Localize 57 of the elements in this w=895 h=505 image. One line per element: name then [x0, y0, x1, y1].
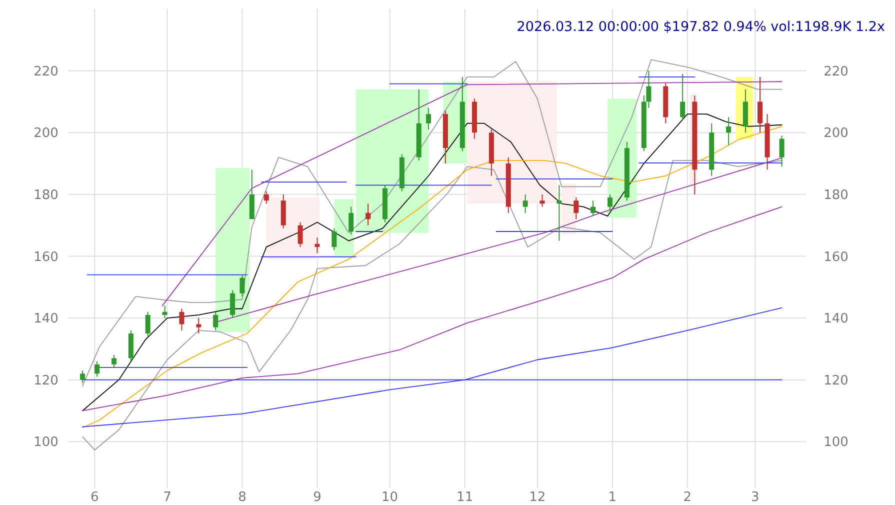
y2-tick-label: 100 — [824, 435, 848, 450]
line-series — [82, 160, 782, 450]
candlestick — [556, 184, 562, 242]
y2-tick-label: 200 — [824, 126, 848, 142]
candlestick — [162, 305, 168, 319]
candlestick — [213, 311, 218, 331]
x-tick-label: 3 — [751, 490, 760, 505]
candlestick — [80, 370, 86, 384]
y-tick-label: 120 — [34, 373, 58, 388]
candlestick — [230, 290, 236, 319]
candlestick — [264, 190, 269, 204]
candlestick — [426, 107, 432, 130]
y2-tick-label: 160 — [824, 250, 848, 265]
x-tick-label: 2 — [683, 490, 692, 505]
text: 2026.03.12 00:00:00 $197.82 0.94% vol:1198.9K 1.2x — [516, 19, 885, 35]
x-tick-label: 12 — [529, 490, 546, 505]
y-tick-label: 140 — [34, 312, 58, 327]
candlestick — [590, 200, 596, 217]
x-tick-label: 1 — [608, 490, 617, 505]
line-series — [82, 307, 782, 428]
x-tick-label: 9 — [313, 490, 322, 505]
y2-tick-label: 120 — [824, 373, 848, 388]
x-tick-label: 6 — [90, 490, 99, 505]
y-tick-label: 220 — [34, 64, 58, 80]
x-tick-label: 11 — [456, 490, 474, 505]
candlestick — [298, 222, 303, 248]
candlestick — [608, 194, 613, 210]
candlestick — [680, 73, 686, 121]
candlestick — [196, 318, 202, 334]
line-series — [82, 206, 782, 412]
y-tick-label: 200 — [34, 126, 58, 142]
line-series — [162, 81, 782, 306]
candlestick — [314, 237, 320, 254]
y2-tick-label: 220 — [824, 64, 848, 80]
candlestick — [332, 228, 337, 251]
candlestick — [111, 354, 116, 368]
y-tick-label: 100 — [34, 435, 58, 450]
y-tick-label: 180 — [34, 188, 58, 203]
candlestick — [94, 360, 100, 378]
candlestick — [779, 135, 784, 168]
candlestick — [348, 206, 354, 236]
y2-tick-label: 180 — [824, 188, 848, 203]
y2-tick-label: 140 — [824, 312, 848, 327]
candlestick — [522, 194, 528, 214]
line-series — [82, 59, 782, 386]
candlestick — [179, 308, 184, 331]
candlestick — [240, 274, 245, 297]
y-tick-label: 160 — [34, 250, 58, 265]
x-tick-label: 7 — [163, 490, 172, 505]
x-tick-label: 10 — [382, 490, 398, 505]
candlestick — [366, 203, 371, 226]
candlestick — [540, 194, 545, 208]
candlestick — [574, 197, 579, 220]
candlestick — [726, 116, 732, 146]
candlestick — [758, 76, 763, 134]
candlestick — [145, 311, 150, 338]
x-tick-label: 8 — [238, 490, 246, 505]
